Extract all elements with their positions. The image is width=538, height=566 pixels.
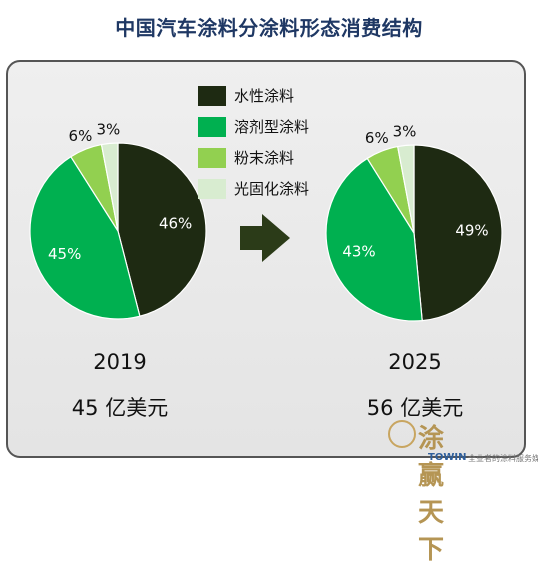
chart-title: 中国汽车涂料分涂料形态消费结构	[115, 16, 423, 40]
pie-slice-label: 6%	[365, 129, 389, 147]
pie-slice-label: 3%	[97, 120, 121, 138]
total-value-2025: 56 亿美元	[366, 396, 464, 420]
legend-item: 溶剂型涂料	[198, 111, 309, 142]
legend-item: 粉末涂料	[198, 142, 309, 173]
pie-slice	[117, 142, 207, 317]
pie-slice	[413, 144, 503, 322]
legend-label: 粉末涂料	[234, 149, 295, 167]
legend-swatch-1	[198, 116, 226, 137]
pie-slice-label: 43%	[342, 243, 375, 261]
pie-slice	[29, 155, 141, 320]
pie-slice	[100, 142, 119, 232]
watermark-seal-icon	[388, 420, 416, 448]
legend-label: 水性涂料	[234, 87, 295, 105]
legend: 水性涂料 溶剂型涂料 粉末涂料 光固化涂料	[198, 80, 309, 204]
watermark-text: 涂赢天下	[418, 424, 447, 565]
pie-slice	[325, 157, 423, 322]
right-arrow-icon	[240, 214, 290, 262]
year-label-2025: 2025	[388, 350, 442, 374]
pie-slice-label: 45%	[48, 245, 81, 263]
watermark-brand: TOWIN	[428, 452, 467, 463]
legend-label: 溶剂型涂料	[234, 118, 310, 136]
legend-label: 光固化涂料	[234, 180, 310, 198]
legend-item: 水性涂料	[198, 80, 309, 111]
pie-slice-label: 3%	[393, 122, 417, 140]
legend-swatch-0	[198, 85, 226, 106]
total-value-2019: 45 亿美元	[71, 396, 169, 420]
pie-charts: 46%45%6% 3%49%43%6% 3%	[29, 120, 503, 322]
pie-slice-label: 6%	[69, 127, 93, 145]
pie-slice	[396, 144, 415, 234]
pie-slice-label: 46%	[159, 215, 192, 233]
watermark-slogan: 全业者的涂料服务媒体	[468, 454, 538, 463]
year-label-2019: 2019	[93, 350, 147, 374]
legend-item: 光固化涂料	[198, 173, 309, 204]
legend-swatch-3	[198, 178, 226, 199]
pie-slice-label: 49%	[455, 221, 488, 239]
legend-swatch-2	[198, 147, 226, 168]
